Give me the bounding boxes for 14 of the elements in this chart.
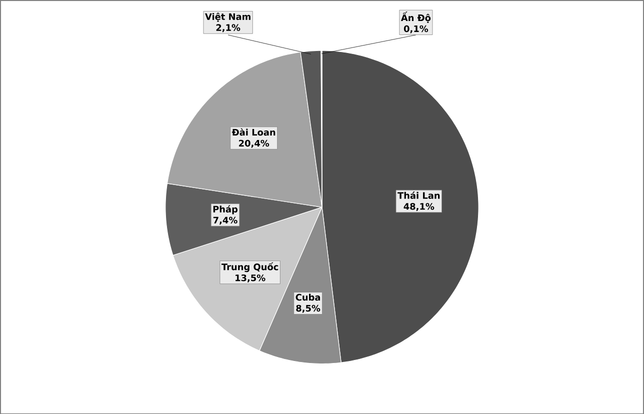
- slice-label: Đài Loan: [232, 128, 276, 136]
- data-label: 48,1%: [404, 202, 434, 211]
- data-label: 7,4%: [213, 216, 238, 224]
- data-label: 8,5%: [296, 304, 320, 313]
- data-label: 0,1%: [404, 25, 428, 34]
- slice-label: Cuba: [296, 294, 320, 300]
- slice-label: Việt Nam: [205, 12, 250, 22]
- slice-label: Trung Quốc: [221, 262, 278, 272]
- slice-label: Ấn Độ: [400, 11, 431, 23]
- slice-label: Pháp: [213, 205, 238, 214]
- data-label: 2,1%: [216, 24, 240, 32]
- data-label: 13,5%: [236, 274, 266, 282]
- data-label: 20,4%: [239, 140, 270, 148]
- slice-label: Thái Lan: [398, 191, 440, 199]
